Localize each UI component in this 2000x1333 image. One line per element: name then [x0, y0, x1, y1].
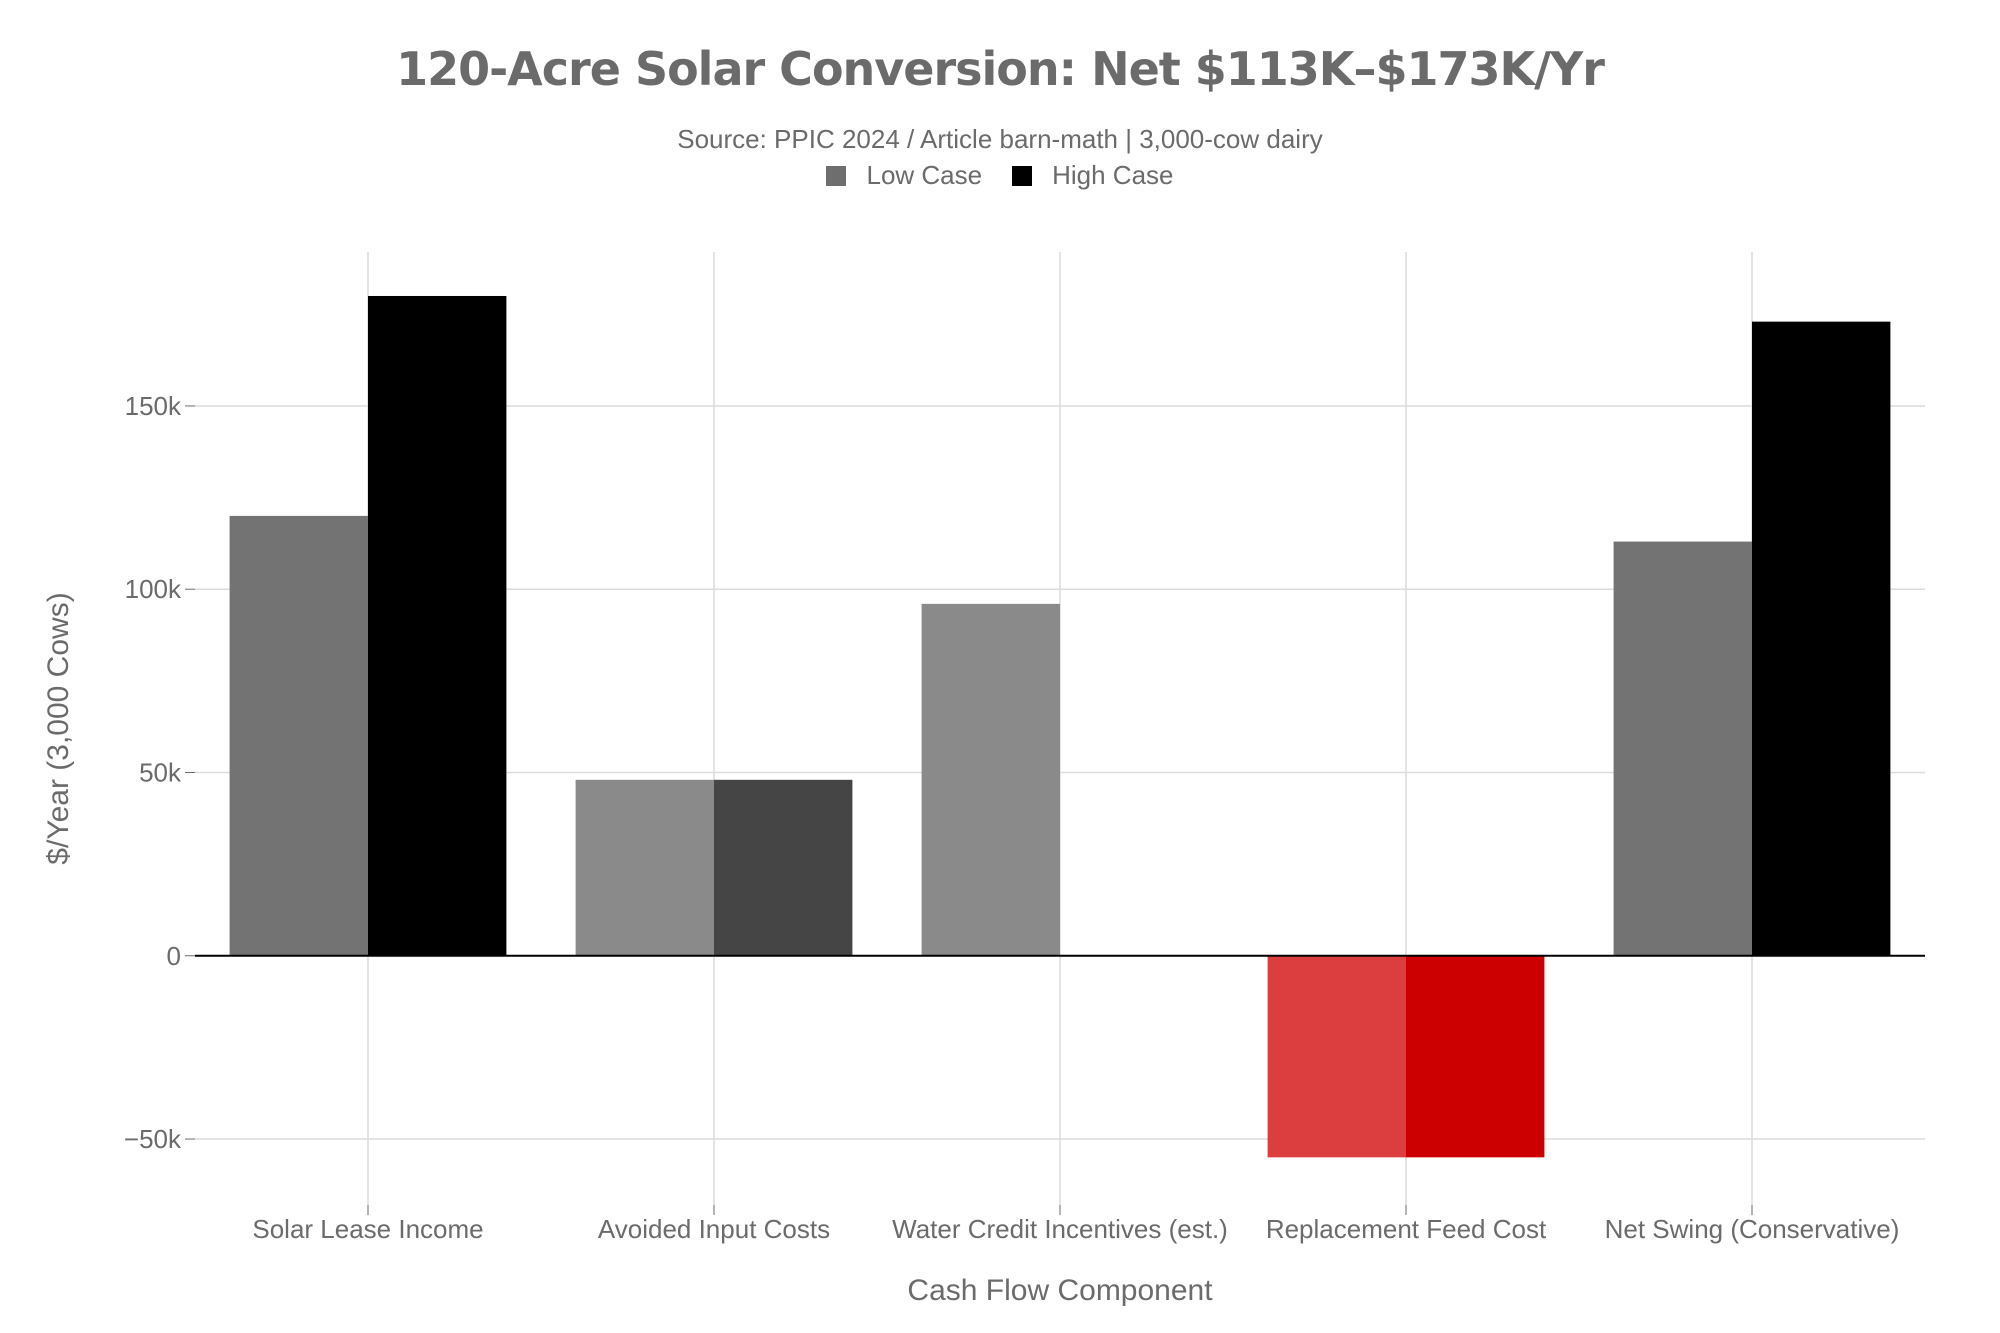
legend: Low Case High Case — [0, 160, 2000, 191]
bar-low-3 — [1267, 955, 1406, 1158]
legend-item-high[interactable]: High Case — [1012, 160, 1174, 191]
legend-label-low: Low Case — [866, 160, 983, 190]
x-tick-label: Solar Lease Income — [252, 1214, 483, 1244]
chart-subtitle: Source: PPIC 2024 / Article barn-math | … — [677, 124, 1323, 154]
x-tick-label: Net Swing (Conservative) — [1605, 1214, 1900, 1244]
x-tick-label: Avoided Input Costs — [598, 1214, 830, 1244]
bar-layer — [229, 295, 1891, 1158]
x-tick-label: Water Credit Incentives (est.) — [892, 1214, 1228, 1244]
y-tick-label: 0 — [167, 941, 181, 971]
chart-title: 120-Acre Solar Conversion: Net $113K–$17… — [396, 42, 1605, 96]
y-axis-title: $/Year (3,000 Cows) — [42, 592, 75, 864]
x-axis-title: Cash Flow Component — [907, 1274, 1213, 1307]
legend-label-high: High Case — [1052, 160, 1174, 190]
legend-item-low[interactable]: Low Case — [826, 160, 982, 191]
y-tick-label: 100k — [125, 574, 182, 604]
bar-high-0 — [368, 295, 507, 956]
bar-high-3 — [1406, 955, 1545, 1158]
y-tick-label: 150k — [125, 391, 182, 421]
bar-low-4 — [1613, 541, 1752, 956]
y-tick-label: 50k — [139, 757, 182, 787]
axis-layer: −50k 0 50k 100k 150k Solar Lease Income Avoide… — [124, 391, 1925, 1244]
legend-swatch-high — [1012, 165, 1033, 186]
bar-low-2 — [921, 603, 1060, 956]
x-tick-label: Replacement Feed Cost — [1266, 1214, 1547, 1244]
y-tick-label: −50k — [124, 1124, 182, 1154]
bar-low-0 — [229, 515, 368, 956]
bar-high-4 — [1752, 321, 1891, 956]
legend-swatch-low — [826, 165, 847, 186]
bar-high-1 — [714, 779, 853, 956]
bar-low-1 — [575, 779, 714, 956]
